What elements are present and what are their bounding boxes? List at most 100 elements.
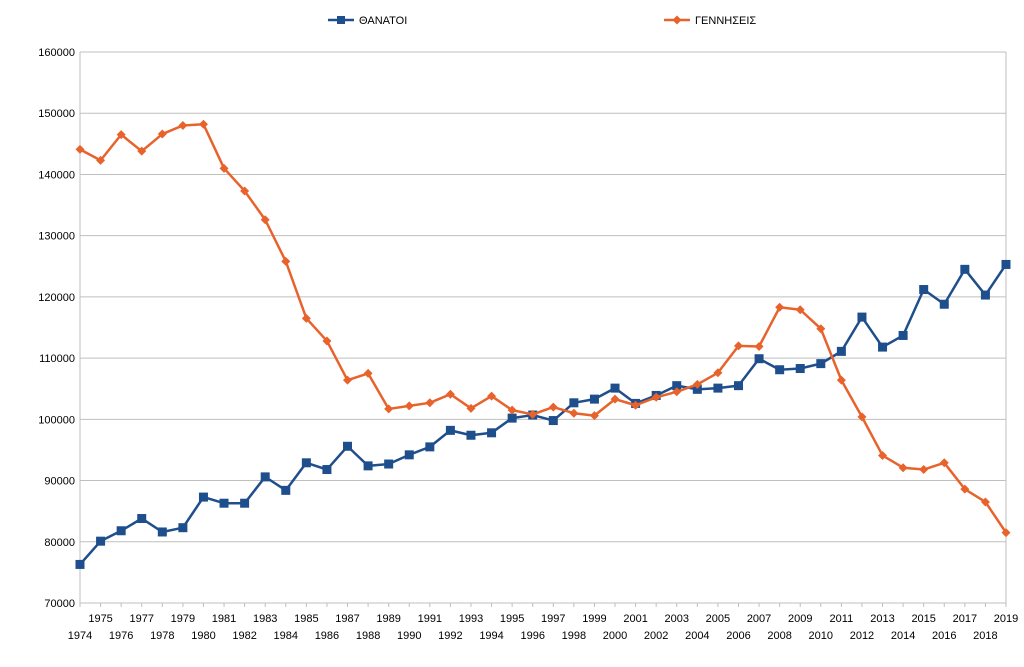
y-tick-label: 160000 bbox=[38, 47, 75, 59]
x-tick-label: 1995 bbox=[500, 613, 524, 625]
data-point bbox=[733, 341, 743, 351]
data-point bbox=[198, 119, 208, 129]
data-point bbox=[240, 186, 250, 196]
x-tick-label: 1996 bbox=[520, 630, 544, 642]
y-tick-label: 70000 bbox=[44, 598, 75, 610]
x-tick-label: 2013 bbox=[870, 613, 894, 625]
x-tick-label: 2006 bbox=[726, 630, 750, 642]
data-point bbox=[795, 305, 805, 315]
data-point bbox=[754, 354, 764, 364]
data-point bbox=[1001, 259, 1011, 269]
x-tick-label: 2018 bbox=[973, 630, 997, 642]
data-point bbox=[363, 461, 373, 471]
data-point bbox=[219, 498, 229, 508]
data-point bbox=[487, 391, 497, 401]
x-tick-label: 1993 bbox=[459, 613, 483, 625]
x-tick-label: 2003 bbox=[665, 613, 689, 625]
x-tick-label: 1974 bbox=[68, 630, 92, 642]
data-point bbox=[569, 408, 579, 418]
x-tick-label: 1984 bbox=[274, 630, 298, 642]
data-point bbox=[322, 336, 332, 346]
data-point bbox=[672, 387, 682, 397]
data-point bbox=[301, 313, 311, 323]
data-point bbox=[775, 302, 785, 312]
data-point bbox=[836, 375, 846, 385]
data-point bbox=[878, 450, 888, 460]
x-tick-label: 2015 bbox=[911, 613, 935, 625]
data-point bbox=[75, 144, 85, 154]
data-point bbox=[816, 324, 826, 334]
data-point bbox=[487, 428, 497, 438]
data-point bbox=[96, 536, 106, 546]
x-tick-label: 2008 bbox=[767, 630, 791, 642]
x-tick-label: 2004 bbox=[685, 630, 709, 642]
x-tick-label: 2017 bbox=[953, 613, 977, 625]
x-tick-label: 1992 bbox=[438, 630, 462, 642]
data-point bbox=[692, 384, 702, 394]
data-point bbox=[528, 409, 538, 419]
data-point bbox=[260, 215, 270, 225]
data-point bbox=[116, 130, 126, 140]
data-point bbox=[466, 430, 476, 440]
x-tick-label: 1977 bbox=[129, 613, 153, 625]
data-point bbox=[445, 425, 455, 435]
data-point bbox=[548, 416, 558, 426]
x-tick-label: 1975 bbox=[88, 613, 112, 625]
x-tick-label: 2014 bbox=[891, 630, 915, 642]
data-point bbox=[733, 381, 743, 391]
x-tick-label: 1997 bbox=[541, 613, 565, 625]
x-tick-label: 1983 bbox=[253, 613, 277, 625]
x-tick-label: 2010 bbox=[809, 630, 833, 642]
series-deaths bbox=[75, 259, 1011, 569]
y-tick-label: 90000 bbox=[44, 476, 75, 488]
x-tick-label: 2001 bbox=[623, 613, 647, 625]
data-point bbox=[157, 129, 167, 139]
data-point bbox=[240, 498, 250, 508]
data-point bbox=[589, 394, 599, 404]
x-tick-label: 1979 bbox=[171, 613, 195, 625]
x-tick-label: 1994 bbox=[479, 630, 503, 642]
data-point bbox=[1001, 528, 1011, 538]
data-point bbox=[198, 492, 208, 502]
data-point bbox=[384, 459, 394, 469]
data-point bbox=[281, 485, 291, 495]
data-point bbox=[75, 559, 85, 569]
x-tick-label: 1987 bbox=[335, 613, 359, 625]
data-point bbox=[919, 465, 929, 475]
legend-diamond-marker-icon bbox=[672, 15, 682, 25]
data-point bbox=[363, 368, 373, 378]
x-tick-label: 1986 bbox=[315, 630, 339, 642]
x-tick-label: 1981 bbox=[212, 613, 236, 625]
x-tick-label: 1982 bbox=[232, 630, 256, 642]
series-births bbox=[75, 119, 1011, 538]
x-tick-label: 1990 bbox=[397, 630, 421, 642]
y-axis-ticks: 70000 80000 90000 100000 110000 120000 130000 1… bbox=[38, 47, 75, 610]
legend-entry-births: ΓΕΝΝΗΣΕΙΣ bbox=[664, 15, 756, 27]
x-tick-label: 1989 bbox=[376, 613, 400, 625]
data-point bbox=[322, 465, 332, 475]
data-point bbox=[548, 402, 558, 412]
x-tick-label: 1988 bbox=[356, 630, 380, 642]
data-point bbox=[137, 514, 147, 524]
data-point bbox=[980, 290, 990, 300]
data-point bbox=[610, 394, 620, 404]
x-tick-label: 1999 bbox=[582, 613, 606, 625]
data-point bbox=[96, 155, 106, 165]
data-point bbox=[754, 341, 764, 351]
data-point bbox=[631, 400, 641, 410]
data-point bbox=[713, 383, 723, 393]
data-point bbox=[836, 346, 846, 356]
legend: ΘΑΝΑΤΟΙ ΓΕΝΝΗΣΕΙΣ bbox=[328, 15, 756, 27]
series-layer bbox=[75, 119, 1011, 569]
data-point bbox=[919, 285, 929, 295]
data-point bbox=[898, 463, 908, 473]
data-point bbox=[507, 405, 517, 415]
data-point bbox=[857, 312, 867, 322]
data-point bbox=[466, 403, 476, 413]
x-tick-label: 1976 bbox=[109, 630, 133, 642]
x-tick-label: 2011 bbox=[830, 613, 854, 625]
data-point bbox=[980, 497, 990, 507]
data-point bbox=[857, 412, 867, 422]
legend-entry-deaths: ΘΑΝΑΤΟΙ bbox=[328, 15, 407, 27]
